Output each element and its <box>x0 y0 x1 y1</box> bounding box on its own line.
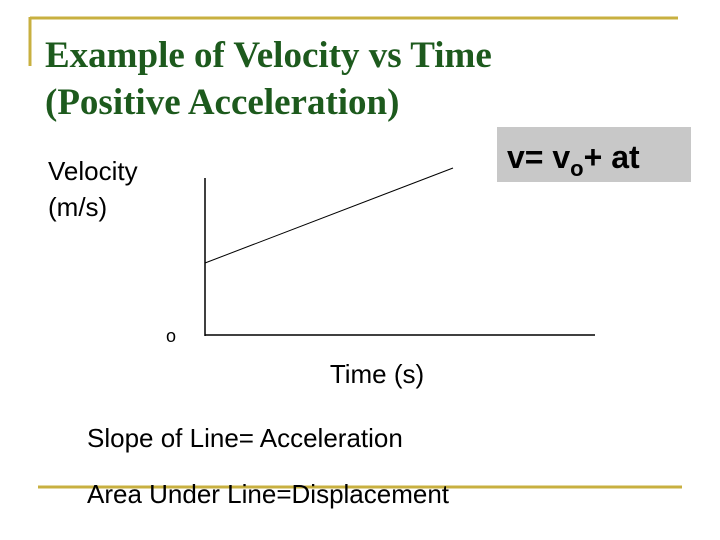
y-axis-label: Velocity <box>48 156 138 186</box>
equation-box <box>497 127 691 182</box>
equation-subscript: o <box>570 156 583 181</box>
velocity-line <box>204 167 454 264</box>
title-line: Example of Velocity vs Time <box>45 35 492 76</box>
note: Slope of Line= Acceleration <box>87 423 403 453</box>
equation-part: v= v <box>507 139 570 175</box>
origin-label: o <box>166 326 176 346</box>
title-line: (Positive Acceleration) <box>45 82 399 123</box>
x-axis-label: Time (s) <box>330 359 424 389</box>
y-axis-label: (m/s) <box>48 192 107 222</box>
equation: v= vo+ at <box>507 139 640 181</box>
equation-part: + at <box>584 139 640 175</box>
note: Area Under Line=Displacement <box>87 479 450 509</box>
